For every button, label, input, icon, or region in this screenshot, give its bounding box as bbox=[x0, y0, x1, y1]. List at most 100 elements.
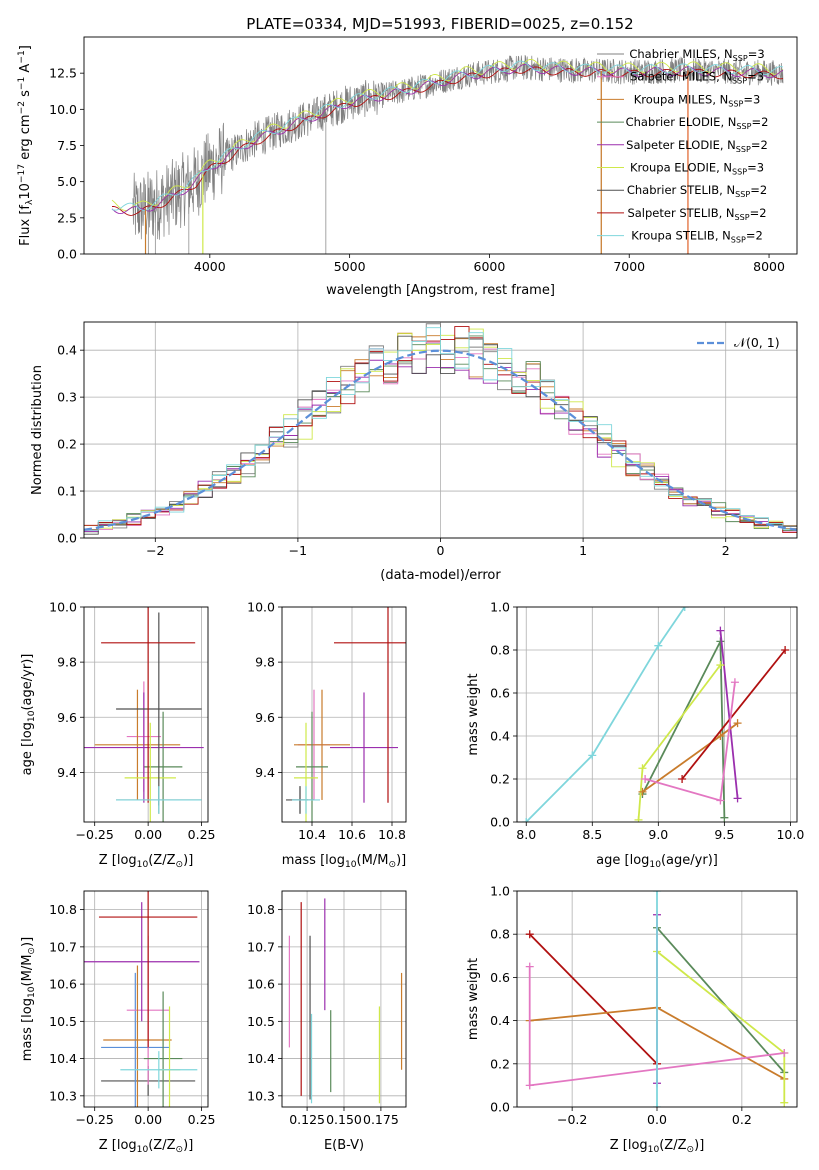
mass_vs_ebv-ytick-label: 10.8 bbox=[247, 902, 275, 917]
age_vs_mass-xlabel-part: 10 bbox=[345, 860, 357, 870]
weight_vs_Z-ytick-label: 1.0 bbox=[490, 884, 510, 899]
mass_vs_ebv-ticks: 0.125 0.150 0.175 10.3 10.4 10.5 10.6 10.7 10.8 bbox=[247, 902, 399, 1127]
mass_vs_Z-ytick-label: 10.3 bbox=[49, 1088, 77, 1103]
age_vs_mass-xlabel-part: (M/M bbox=[357, 853, 389, 868]
weight_vs_Z-xlabel: Z [log10(Z/Z⊙)] bbox=[610, 1138, 705, 1155]
age_vs_mass-ticks: 10.4 10.6 10.8 9.4 9.6 9.8 10.0 bbox=[247, 600, 406, 843]
weight-marker bbox=[525, 962, 534, 971]
residuals-ticks: −2 −1 0 1 2 0.0 0.1 0.2 0.3 0.4 bbox=[57, 343, 730, 558]
weight-line bbox=[529, 933, 658, 1065]
weight_vs_Z-xlabel-part: ⊙ bbox=[687, 1145, 695, 1155]
weight-line bbox=[719, 630, 739, 799]
weight_vs_age-xtick-label: 9.5 bbox=[714, 827, 734, 842]
mass_vs_Z-chart: −0.25 0.00 0.25 10.3 10.4 10.5 10.6 10.7 10.8 Z [… bbox=[20, 890, 216, 1155]
age_vs_Z-ylabel-part: 10 bbox=[27, 710, 37, 722]
spectrum-ylabel-part: erg cm bbox=[18, 114, 33, 163]
legend-label: Chabrier ELODIE, NSSP=2 bbox=[626, 115, 769, 131]
weight_vs_age-xlabel: age [log10(age/yr)] bbox=[596, 853, 718, 870]
weight-marker bbox=[716, 661, 725, 670]
weight-marker bbox=[680, 607, 689, 611]
spectrum-ytick-label: 10.0 bbox=[49, 102, 77, 117]
spectrum-ytick-label: 12.5 bbox=[49, 66, 77, 81]
weight-marker bbox=[678, 775, 687, 783]
weight-line bbox=[656, 950, 786, 1103]
weight-marker bbox=[780, 1049, 789, 1057]
weight_vs_age-xlabel-part: (age/yr)] bbox=[661, 853, 718, 868]
weight-marker bbox=[525, 1081, 534, 1090]
age_vs_mass-xlabel-part: ⊙ bbox=[388, 860, 396, 870]
mass_vs_Z-xlabel-part: ⊙ bbox=[176, 1145, 184, 1155]
legend-label-part: =2 bbox=[746, 229, 763, 243]
spectrum-xtick-label: 4000 bbox=[194, 259, 226, 274]
mass_vs_Z-ticks: −0.25 0.00 0.25 10.3 10.4 10.5 10.6 10.7 10.8 bbox=[49, 902, 215, 1127]
model-spectrum bbox=[111, 63, 784, 215]
legend-label-part: Salpeter STELIB, N bbox=[627, 206, 734, 220]
spectrum-xtick-label: 6000 bbox=[474, 259, 506, 274]
weight_vs_Z-ylabel: mass weight bbox=[466, 958, 481, 1040]
spectrum-ytick-label: 0.0 bbox=[57, 247, 77, 262]
weight_vs_age-plot bbox=[522, 607, 790, 822]
weight-marker bbox=[588, 751, 597, 760]
age_vs_mass-xlabel-part: )] bbox=[396, 853, 406, 868]
weight_vs_Z-ytick-label: 0.4 bbox=[490, 1013, 510, 1028]
age_vs_mass-xtick-label: 10.6 bbox=[338, 827, 366, 842]
mass_vs_ebv-xtick-label: 0.175 bbox=[363, 1112, 399, 1127]
weight_vs_age-xlabel-part: 10 bbox=[649, 860, 661, 870]
legend-label-part: Chabrier STELIB, N bbox=[627, 183, 735, 197]
age_vs_mass-ytick-label: 9.8 bbox=[255, 655, 275, 670]
legend-label-part: SSP bbox=[736, 122, 751, 131]
age_vs_mass-plot bbox=[286, 607, 406, 822]
residuals-plot bbox=[84, 323, 797, 535]
weight_vs_Z-ytick-label: 0.8 bbox=[490, 927, 510, 942]
model-spectrum bbox=[111, 60, 784, 211]
mass_vs_ebv-frame bbox=[281, 890, 407, 1108]
weight_vs_age-chart: 8.0 8.5 9.0 9.5 10.0 0.0 0.2 0.4 0.6 0.8 1.0 age [l… bbox=[466, 600, 804, 871]
age_vs_mass-xtick-label: 10.4 bbox=[298, 827, 326, 842]
weight_vs_Z-frame bbox=[516, 890, 798, 1108]
mass_vs_ebv-ytick-label: 10.6 bbox=[247, 977, 275, 992]
mass_vs_ebv-ytick-label: 10.7 bbox=[247, 939, 275, 954]
weight_vs_age-xtick-label: 8.0 bbox=[516, 827, 536, 842]
legend-label-part: =3 bbox=[747, 70, 764, 84]
weight_vs_age-ytick-label: 0.6 bbox=[490, 686, 510, 701]
legend-label: Kroupa ELODIE, NSSP=3 bbox=[630, 161, 764, 177]
weight_vs_age-ytick-label: 1.0 bbox=[490, 600, 510, 615]
residuals-xtick-label: −2 bbox=[146, 543, 164, 558]
spectrum-ylabel-part: 10 bbox=[18, 183, 33, 200]
weight_vs_age-ytick-label: 0.8 bbox=[490, 643, 510, 658]
mass_vs_ebv-ytick-label: 10.5 bbox=[247, 1014, 275, 1029]
weight_vs_age-ytick-label: 0.0 bbox=[490, 815, 510, 830]
legend-label: Chabrier STELIB, NSSP=2 bbox=[627, 183, 767, 199]
normal-legend-label: 𝒩(0, 1) bbox=[734, 335, 780, 350]
weight-line bbox=[681, 649, 786, 780]
weight_vs_Z-xtick-label: 0.2 bbox=[732, 1112, 752, 1127]
weight-line bbox=[656, 927, 785, 1073]
spectrum-ylabel-part: −2 bbox=[17, 101, 27, 114]
legend-label: Salpeter ELODIE, NSSP=2 bbox=[626, 138, 768, 154]
age_vs_Z-xtick-label: 0.00 bbox=[134, 827, 162, 842]
spectrum-ylabel-part: λ bbox=[25, 199, 35, 205]
spectrum-ylabel-part: −17 bbox=[17, 164, 27, 183]
age_vs_Z-grid bbox=[84, 606, 208, 822]
age_vs_Z-ylabel-part: age [log bbox=[20, 722, 35, 775]
legend-label: Kroupa STELIB, NSSP=2 bbox=[631, 229, 763, 245]
mass_vs_Z-ylabel-part: mass [log bbox=[20, 998, 35, 1061]
legend-label-part: Chabrier ELODIE, N bbox=[626, 115, 737, 129]
spectrum-ylabel-part: −1 bbox=[17, 77, 27, 90]
legend-label-part: Salpeter MILES, N bbox=[630, 70, 732, 84]
weight_vs_age-xlabel-part: age [log bbox=[596, 853, 649, 868]
age_vs_mass-xlabel: mass [log10(M/M⊙)] bbox=[282, 853, 406, 870]
legend-label-part: Kroupa STELIB, N bbox=[631, 229, 731, 243]
mass_vs_ebv-grid bbox=[282, 891, 406, 1107]
mass_vs_Z-ylabel-part: 10 bbox=[27, 986, 37, 998]
weight_vs_Z-xlabel-part: Z [log bbox=[610, 1138, 648, 1153]
age_vs_mass-xtick-label: 10.8 bbox=[378, 827, 406, 842]
age_vs_mass-ytick-label: 9.6 bbox=[255, 710, 275, 725]
weight-marker bbox=[716, 626, 725, 635]
age_vs_Z-xlabel: Z [log10(Z/Z⊙)] bbox=[99, 853, 194, 870]
age_vs_Z-plot bbox=[84, 607, 204, 822]
spectrum-ylabel-part: Flux [f bbox=[18, 205, 33, 246]
legend-label: Salpeter MILES, NSSP=3 bbox=[630, 70, 764, 86]
mass_vs_Z-ylabel-part: (M/M bbox=[20, 955, 35, 987]
